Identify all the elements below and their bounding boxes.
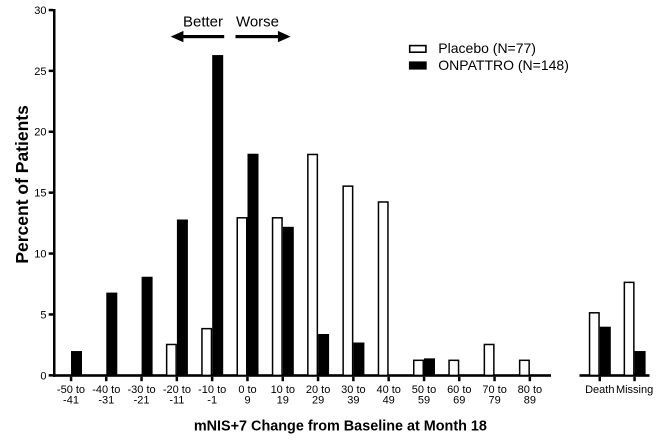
svg-text:-40 to: -40 to (92, 384, 120, 396)
svg-text:-41: -41 (63, 394, 79, 406)
svg-text:59: 59 (418, 394, 430, 406)
svg-text:19: 19 (277, 394, 289, 406)
svg-text:Percent of Patients: Percent of Patients (12, 105, 32, 264)
svg-text:-31: -31 (98, 394, 114, 406)
svg-text:0 to: 0 to (238, 384, 256, 396)
svg-text:50 to: 50 to (412, 384, 436, 396)
svg-text:ONPATTRO (N=148): ONPATTRO (N=148) (438, 57, 569, 73)
svg-text:-10 to: -10 to (198, 384, 226, 396)
svg-text:Worse: Worse (236, 14, 279, 31)
svg-text:10: 10 (34, 249, 46, 261)
svg-text:-20 to: -20 to (163, 384, 191, 396)
svg-text:-50 to: -50 to (57, 384, 85, 396)
svg-text:40 to: 40 to (376, 384, 400, 396)
svg-text:Placebo (N=77): Placebo (N=77) (438, 40, 536, 56)
svg-text:89: 89 (524, 394, 536, 406)
svg-text:60 to: 60 to (447, 384, 471, 396)
svg-text:79: 79 (488, 394, 500, 406)
svg-text:15: 15 (34, 188, 46, 200)
svg-text:mNIS+7 Change from Baseline at: mNIS+7 Change from Baseline at Month 18 (194, 419, 487, 435)
svg-text:-21: -21 (134, 394, 150, 406)
svg-text:80 to: 80 to (518, 384, 542, 396)
svg-text:39: 39 (347, 394, 359, 406)
svg-text:Better: Better (183, 14, 223, 31)
svg-text:30: 30 (34, 5, 46, 17)
svg-text:69: 69 (453, 394, 465, 406)
svg-text:Missing: Missing (616, 384, 653, 396)
svg-text:30 to: 30 to (341, 384, 365, 396)
svg-text:20 to: 20 to (306, 384, 330, 396)
svg-text:0: 0 (40, 370, 46, 382)
svg-text:Death: Death (585, 384, 614, 396)
svg-text:49: 49 (383, 394, 395, 406)
svg-text:70 to: 70 to (482, 384, 506, 396)
svg-text:9: 9 (244, 394, 250, 406)
svg-text:-1: -1 (207, 394, 217, 406)
svg-text:29: 29 (312, 394, 324, 406)
svg-text:20: 20 (34, 127, 46, 139)
svg-text:-11: -11 (169, 394, 184, 406)
svg-text:5: 5 (40, 309, 46, 321)
svg-text:-30 to: -30 to (128, 384, 156, 396)
svg-text:10 to: 10 to (271, 384, 295, 396)
svg-text:25: 25 (34, 66, 46, 78)
